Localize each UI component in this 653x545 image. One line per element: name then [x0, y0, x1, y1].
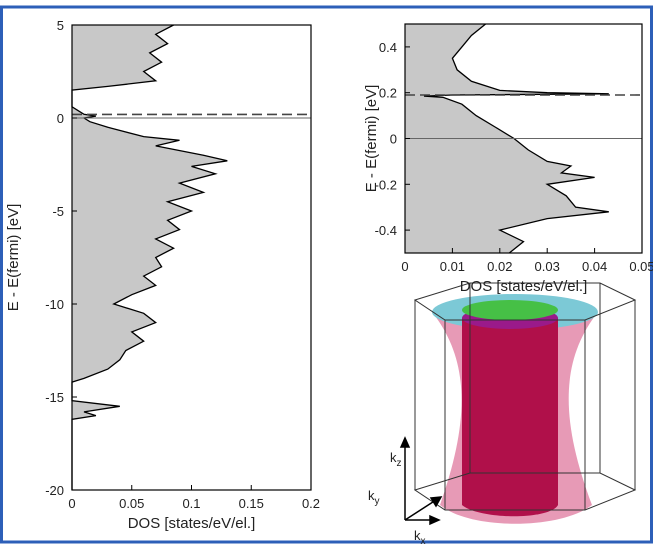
y-tick-label: -0.4	[375, 223, 397, 238]
y-tick-label: 0.4	[379, 40, 397, 55]
x-tick-label: 0.1	[182, 496, 200, 511]
x-tick-label: 0.03	[535, 259, 560, 274]
dos-line	[423, 23, 609, 254]
x-tick-label: 0.04	[582, 259, 607, 274]
x-tick-label: 0.02	[487, 259, 512, 274]
k-axis-label: kx	[414, 528, 426, 545]
x-tick-label: 0.15	[239, 496, 264, 511]
k-sub: x	[421, 536, 426, 545]
x-axis-title: DOS [states/eV/el.]	[128, 515, 256, 532]
green-cap	[462, 300, 558, 320]
y-tick-label: 5	[57, 18, 64, 33]
k-main: k	[414, 528, 421, 543]
x-tick-label: 0	[401, 259, 408, 274]
x-tick-label: 0.01	[440, 259, 465, 274]
inner-cylinder	[462, 318, 558, 517]
k-axis-label: ky	[368, 488, 380, 507]
y-tick-label: -0.2	[375, 177, 397, 192]
x-tick-label: 0.05	[629, 259, 653, 274]
y-tick-label: 0.2	[379, 86, 397, 101]
x-tick-label: 0	[68, 496, 75, 511]
dos-area	[72, 25, 228, 490]
y-tick-label: 0	[390, 132, 397, 147]
x-axis-title: DOS [states/eV/el.]	[460, 278, 588, 295]
brillouin-zone	[413, 282, 637, 511]
y-tick-label: -10	[45, 297, 64, 312]
frame	[0, 5, 653, 544]
x-tick-label: 0.05	[119, 496, 144, 511]
k-sub: y	[375, 496, 380, 507]
k-main: k	[390, 450, 397, 465]
k-main: k	[368, 488, 375, 503]
y-tick-label: -20	[45, 483, 64, 498]
y-axis-title: E - E(fermi) [eV]	[5, 204, 22, 312]
k-axes	[399, 436, 443, 526]
x-tick-label: 0.2	[302, 496, 320, 511]
y-axis-title: E - E(fermi) [eV]	[363, 85, 380, 193]
y-tick-label: -15	[45, 390, 64, 405]
k-sub: z	[397, 458, 402, 469]
y-tick-label: -5	[52, 204, 64, 219]
y-tick-label: 0	[57, 111, 64, 126]
k-axis-label: kz	[390, 450, 402, 469]
